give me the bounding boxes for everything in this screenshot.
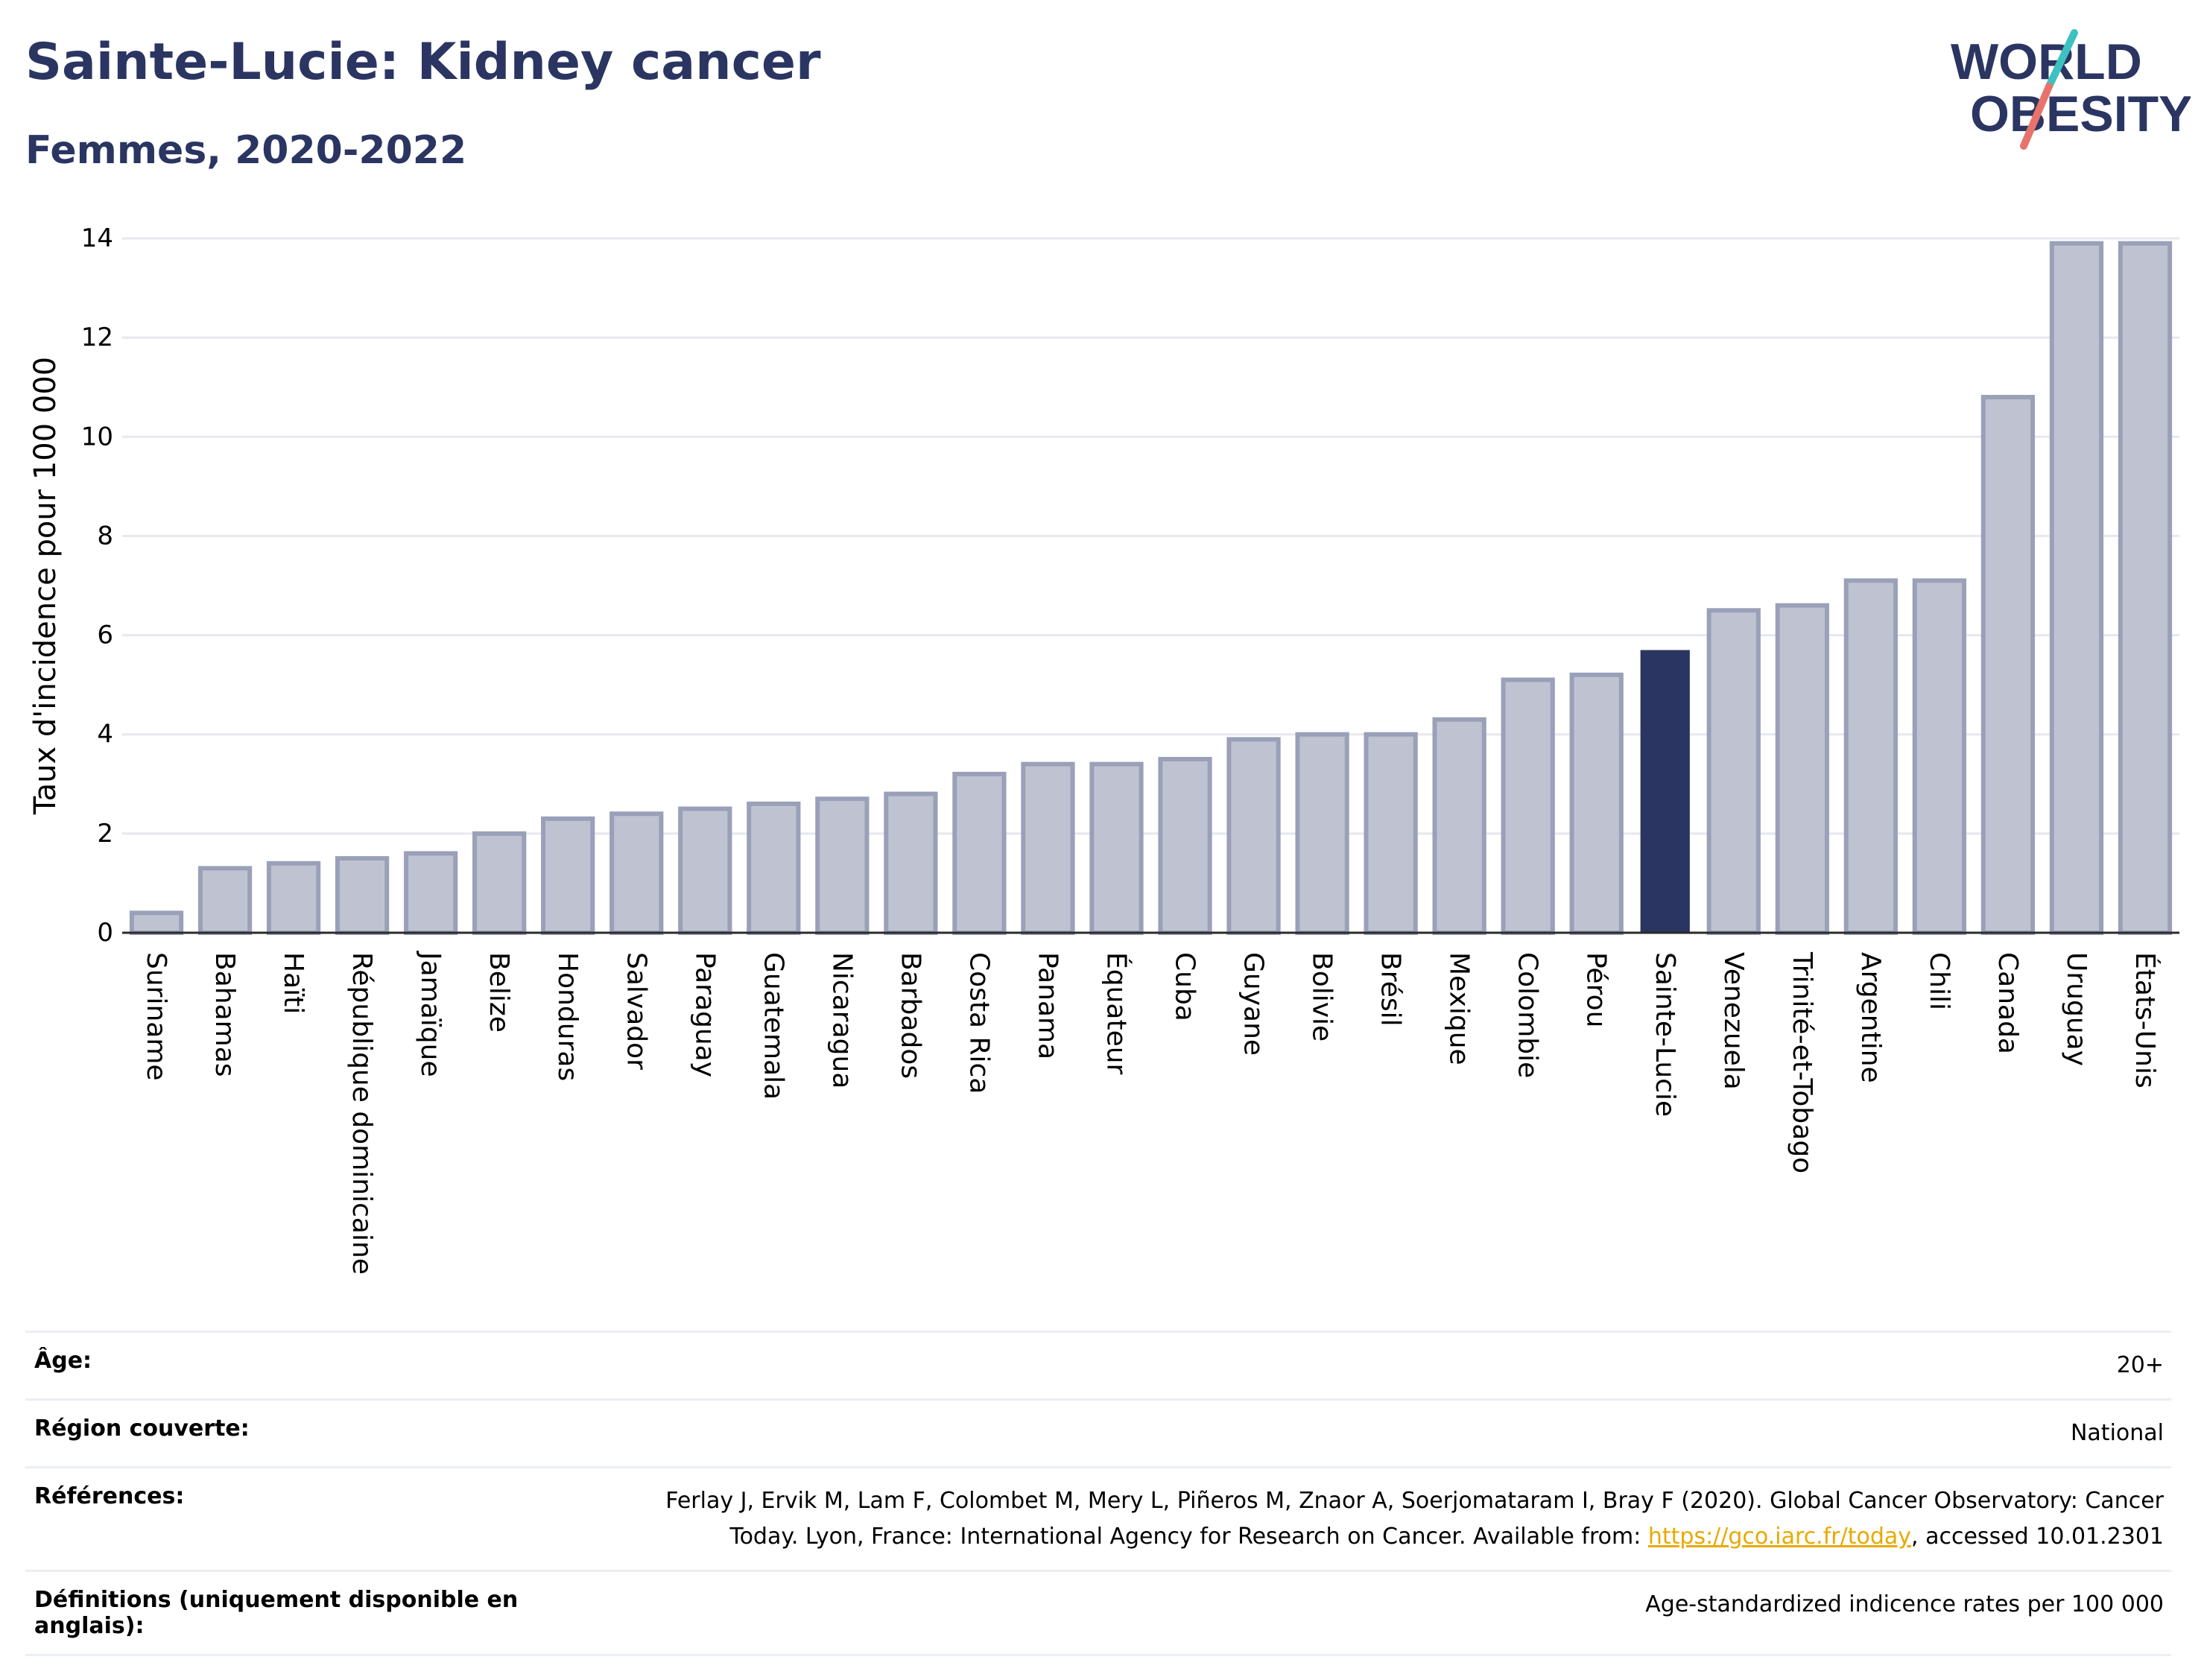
bar-états-unis: [2118, 241, 2173, 935]
region-value: National: [563, 1398, 2171, 1468]
logo-word-world: WORLD: [1951, 34, 2142, 90]
x-tick-label: Costa Rica: [963, 952, 994, 1094]
grid-layer: [122, 237, 2179, 835]
y-tick-label: 4: [97, 720, 113, 749]
region-label: Région couverte:: [25, 1398, 563, 1468]
bar-mexique: [1432, 717, 1486, 935]
definitions-label: Définitions (uniquement disponible en an…: [25, 1570, 563, 1656]
references-text-2: Today. Lyon, France: International Agenc…: [729, 1524, 1648, 1550]
bar-république-dominicaine: [335, 856, 390, 936]
x-tick-label: Colombie: [1513, 952, 1543, 1078]
references-text-1: Ferlay J, Ervik M, Lam F, Colombet M, Me…: [665, 1488, 2164, 1514]
info-row-references: Références: Ferlay J, Ervik M, Lam F, Co…: [25, 1466, 2171, 1571]
references-text-3: , accessed 10.01.2301: [1911, 1524, 2164, 1550]
x-tick-label: Bolivie: [1307, 952, 1337, 1042]
y-axis-label: Taux d'incidence pour 100 000: [28, 357, 63, 815]
chart-title: Sainte-Lucie: Kidney cancer: [25, 33, 821, 92]
y-tick-label: 12: [81, 323, 113, 352]
y-tick-label: 14: [81, 224, 113, 253]
bar-trinité-et-tobago: [1775, 603, 1829, 936]
labels-layer: Suriname Bahamas Haïti République dominicai…: [141, 951, 2161, 1275]
logo-slash-top: [2045, 29, 2078, 90]
x-tick-label: Jamaïque: [415, 951, 446, 1077]
references-value: Ferlay J, Ervik M, Lam F, Colombet M, Me…: [563, 1466, 2171, 1571]
bar-chart: 0 2 4 6 8 10 12 14 Taux d'incidence pour 100 000…: [28, 224, 2179, 1275]
x-tick-label: République dominicaine: [346, 952, 377, 1275]
bar-venezuela: [1706, 608, 1761, 935]
x-tick-label: Guyane: [1238, 952, 1269, 1056]
bar-paraguay: [678, 806, 732, 935]
x-tick-label: Bahamas: [209, 952, 240, 1077]
info-row-age: Âge: 20+: [25, 1331, 2171, 1400]
bar-bolivie: [1295, 732, 1349, 935]
x-tick-label: États-Unis: [2129, 952, 2161, 1088]
x-tick-label: Honduras: [552, 952, 583, 1081]
x-tick-label: Suriname: [141, 952, 171, 1081]
logo-slash-bottom: [2020, 83, 2053, 150]
bar-costa-rica: [952, 771, 1007, 935]
bar-haïti: [266, 860, 321, 935]
bar-guyane: [1226, 737, 1281, 935]
bar-cuba: [1158, 757, 1212, 935]
x-tick-label: Pérou: [1581, 952, 1612, 1027]
bar-panama: [1021, 761, 1075, 936]
bar-équateur: [1089, 761, 1144, 936]
bar-chili: [1912, 578, 1967, 935]
bar-argentine: [1843, 578, 1898, 935]
age-value: 20+: [563, 1331, 2171, 1400]
bar-jamaïque: [404, 851, 458, 935]
y-tick-label: 0: [97, 918, 113, 948]
info-row-definitions: Définitions (uniquement disponible en an…: [25, 1570, 2171, 1656]
bar-pérou: [1569, 672, 1624, 935]
x-tick-label: Mexique: [1444, 952, 1475, 1065]
x-tick-label: Argentine: [1855, 952, 1886, 1083]
logo-word-obesity: OBESITY: [1970, 86, 2191, 142]
x-tick-label: Cuba: [1170, 952, 1200, 1021]
x-tick-label: Canada: [1992, 952, 2023, 1054]
bar-belize: [472, 831, 527, 935]
axis-layer: 0 2 4 6 8 10 12 14 Taux d'incidence pour 100 000: [28, 224, 2179, 948]
bar-salvador: [609, 811, 664, 935]
x-tick-label: Guatemala: [758, 952, 788, 1100]
x-tick-label: Paraguay: [689, 952, 720, 1077]
x-tick-label: Uruguay: [2061, 952, 2091, 1066]
y-tick-label: 6: [97, 621, 113, 650]
bar-nicaragua: [815, 796, 870, 935]
references-label: Références:: [25, 1466, 563, 1571]
x-tick-label: Barbados: [895, 952, 925, 1079]
x-tick-label: Brésil: [1375, 952, 1406, 1027]
x-tick-label: Belize: [484, 952, 514, 1033]
x-tick-label: Salvador: [621, 952, 651, 1070]
world-obesity-logo: WORLD OBESITY: [1951, 29, 2191, 150]
bar-bahamas: [197, 866, 253, 936]
bar-canada: [1980, 395, 2036, 935]
x-tick-label: Trinité-et-Tobago: [1787, 951, 1817, 1173]
bar-barbados: [884, 791, 938, 935]
references-link[interactable]: https://gco.iarc.fr/today: [1647, 1524, 1912, 1550]
info-row-region: Région couverte: National: [25, 1398, 2171, 1468]
info-table: Âge: 20+ Région couverte: National Référ…: [25, 1331, 2171, 1656]
x-tick-label: Équateur: [1101, 952, 1132, 1075]
bar-sainte-lucie: [1640, 650, 1690, 933]
bar-brésil: [1364, 732, 1418, 935]
y-tick-label: 2: [97, 819, 113, 849]
chart-subtitle: Femmes, 2020-2022: [25, 128, 467, 173]
x-tick-label: Venezuela: [1718, 952, 1749, 1090]
x-tick-label: Chili: [1924, 952, 1954, 1010]
y-tick-label: 10: [81, 422, 113, 451]
age-label: Âge:: [25, 1331, 563, 1400]
bars-layer: [129, 241, 2173, 936]
bar-guatemala: [747, 801, 801, 936]
x-tick-label: Haïti: [278, 952, 308, 1014]
bar-suriname: [129, 910, 184, 935]
x-tick-label: Panama: [1032, 952, 1063, 1059]
bar-colombie: [1501, 677, 1555, 935]
bar-uruguay: [2049, 241, 2104, 935]
x-tick-label: Sainte-Lucie: [1650, 952, 1680, 1117]
y-tick-label: 8: [97, 521, 113, 551]
x-tick-label: Nicaragua: [826, 952, 857, 1088]
definitions-value: Age-standardized indicence rates per 100…: [563, 1570, 2171, 1656]
bar-honduras: [541, 816, 595, 936]
